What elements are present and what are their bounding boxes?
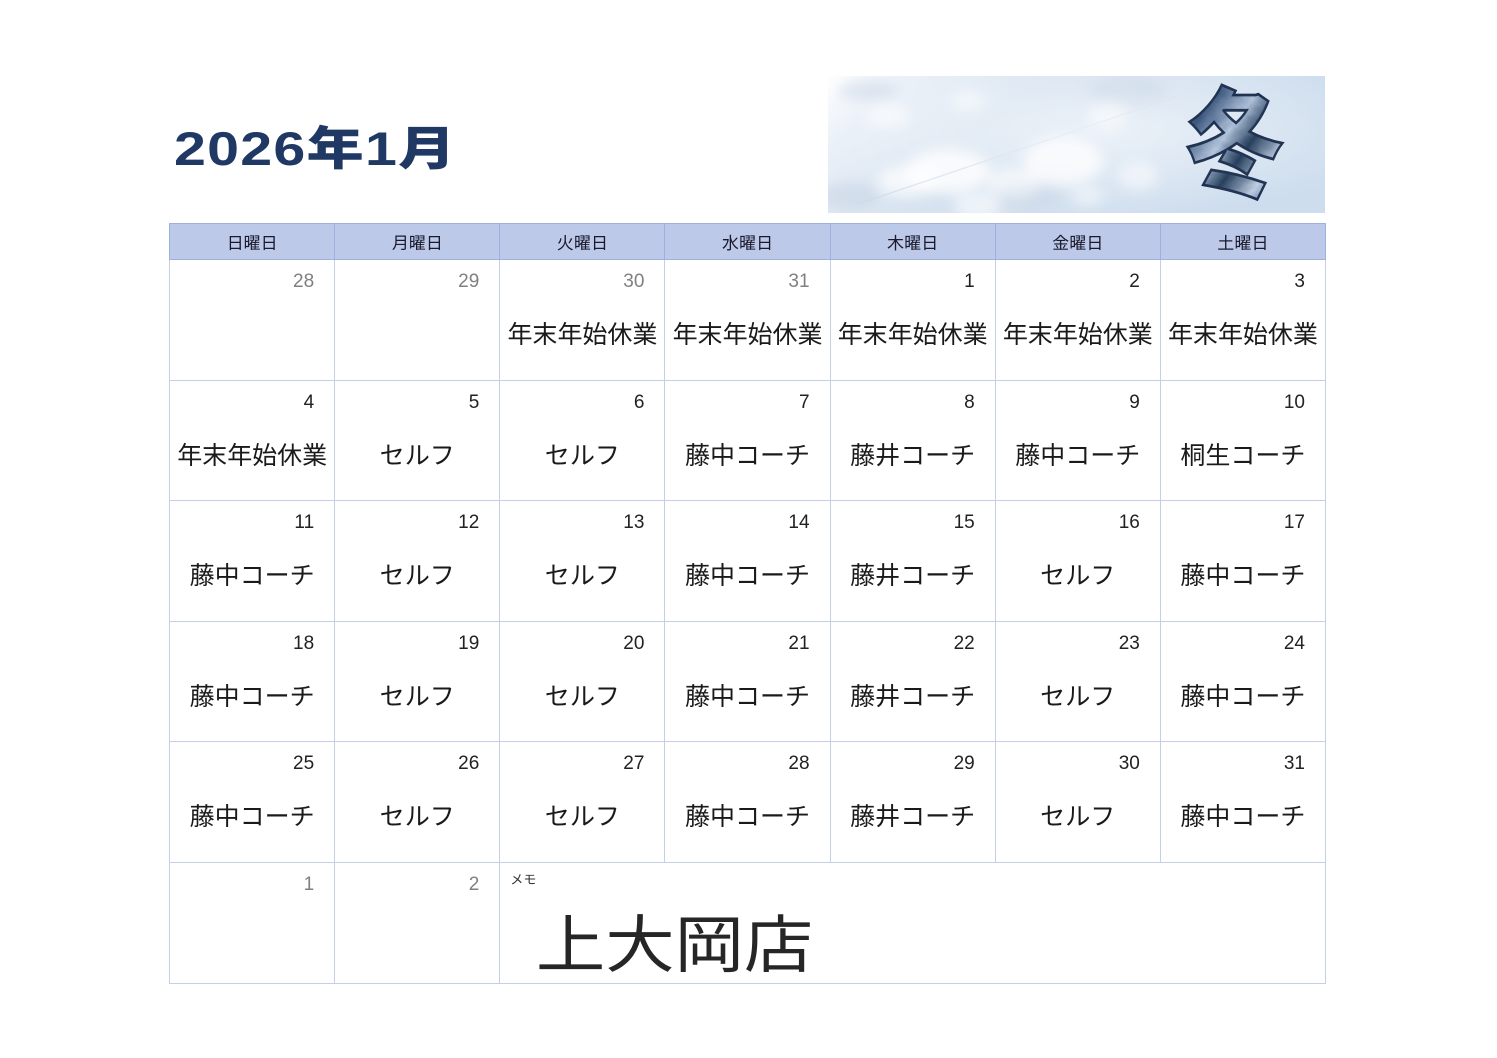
svg-text:冬: 冬 (1186, 76, 1283, 213)
